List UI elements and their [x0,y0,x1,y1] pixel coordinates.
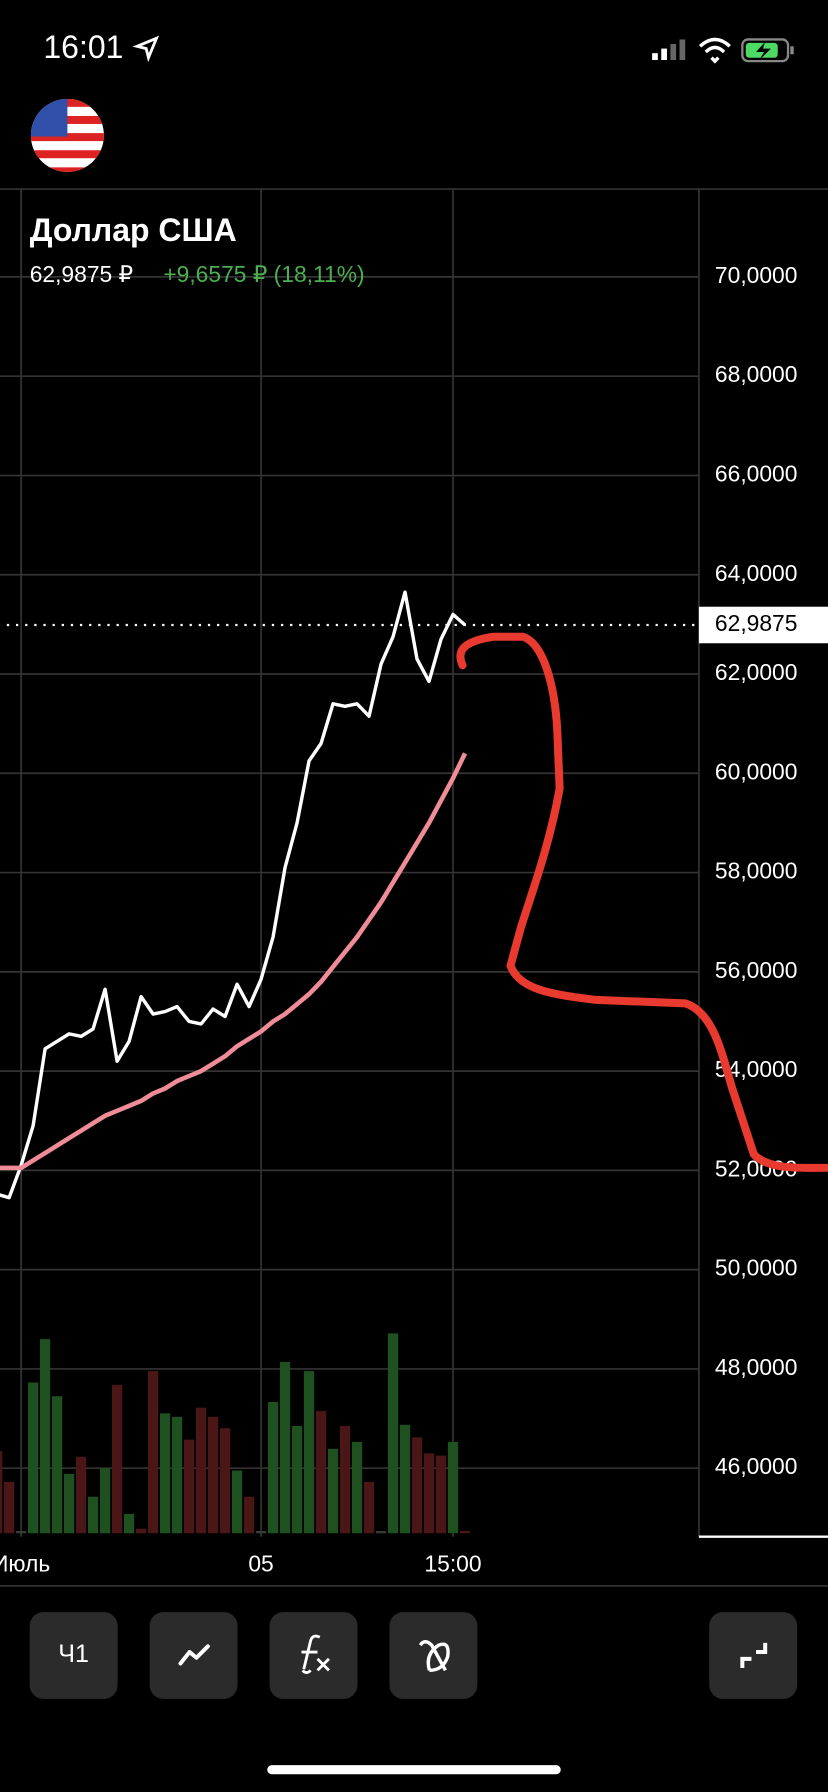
volume-bar [315,1411,327,1534]
volume-bar [171,1416,183,1534]
volume-bar [27,1382,39,1534]
volume-bar [39,1339,51,1534]
volume-bar [303,1371,315,1534]
volume-bar [15,1530,27,1534]
x-tick-label: Июль [0,1550,50,1576]
y-tick-label: 46,0000 [715,1453,798,1479]
volume-bar [447,1441,459,1534]
volume-bar [195,1407,207,1534]
volume-bar [183,1439,195,1534]
indicators-icon [301,1634,330,1675]
volume-bar [363,1481,375,1534]
collapse-button[interactable] [709,1612,798,1699]
volume-bar [291,1425,303,1534]
price-change: +9,6575 ₽ (18,11%) [163,261,364,287]
volume-bar [279,1361,291,1534]
volume-bar [387,1333,399,1534]
volume-bar [99,1468,111,1534]
draw-button[interactable] [389,1612,478,1699]
volume-bar [111,1384,123,1534]
volume-bar [3,1481,15,1534]
volume-bar [87,1496,99,1534]
volume-bar [375,1530,387,1534]
wifi-icon [698,37,731,64]
y-tick-label: 48,0000 [715,1354,798,1380]
volume-bar [327,1448,339,1534]
collapse-icon [740,1642,768,1669]
volume-bar [351,1441,363,1534]
toolbar: Ч1 [29,1612,798,1699]
price-line [0,752,468,1171]
plot: 70,0000 68,0000 66,0000 64,0000 62,0000 60,00… [0,189,828,1576]
price-line [0,590,467,1200]
price: 62,9875 ₽ [30,261,133,287]
volume-bar [123,1513,135,1534]
volume-bar [147,1371,159,1534]
volume-bar [231,1470,243,1534]
y-tick-label: 56,0000 [715,957,798,983]
y-tick-label: 70,0000 [715,262,798,288]
volume-bar [219,1428,231,1534]
volume-bar [243,1496,255,1534]
y-tick-label: 66,0000 [715,460,798,486]
signal-icon [652,39,686,61]
last-price-box [698,606,828,644]
volume-bar [423,1453,435,1534]
draw-icon [418,1640,450,1673]
volume-bar [459,1530,471,1534]
location-icon [132,35,160,63]
period-label[interactable]: Ч1 [58,1640,89,1668]
flag-icon [30,98,104,172]
volume-bar [63,1473,75,1534]
volume-bar [207,1416,219,1534]
volume-bar [0,1451,3,1534]
period-button[interactable] [29,1612,118,1699]
y-tick-label: 50,0000 [715,1255,798,1281]
y-tick-label: 64,0000 [715,560,798,586]
volume-bar [135,1528,147,1534]
x-tick-label: 05 [248,1550,273,1576]
y-tick-label: 58,0000 [715,858,798,884]
hand-drawn-annotation [456,632,828,1172]
y-tick-label: 62,0000 [715,659,798,685]
volume-bar [267,1401,279,1534]
y-tick-label: 60,0000 [715,758,798,784]
volume-bar [159,1413,171,1534]
volume-bar [411,1437,423,1534]
volume-bar [75,1456,87,1534]
volume-bar [339,1425,351,1534]
home-indicator [267,1765,561,1775]
instrument-title: Доллар США [30,212,237,248]
last-price-label: 62,9875 [715,610,798,636]
chart-type-icon [178,1644,210,1666]
volume-bar [399,1424,411,1534]
volume-bar [51,1396,63,1534]
status-time: 16:01 [43,29,123,65]
battery-icon [741,38,794,63]
indicators-button[interactable] [269,1612,358,1699]
volume-bar [435,1455,447,1534]
y-tick-label: 68,0000 [715,361,798,387]
volume-bar [255,1530,267,1534]
x-tick-label: 15:00 [424,1550,481,1576]
